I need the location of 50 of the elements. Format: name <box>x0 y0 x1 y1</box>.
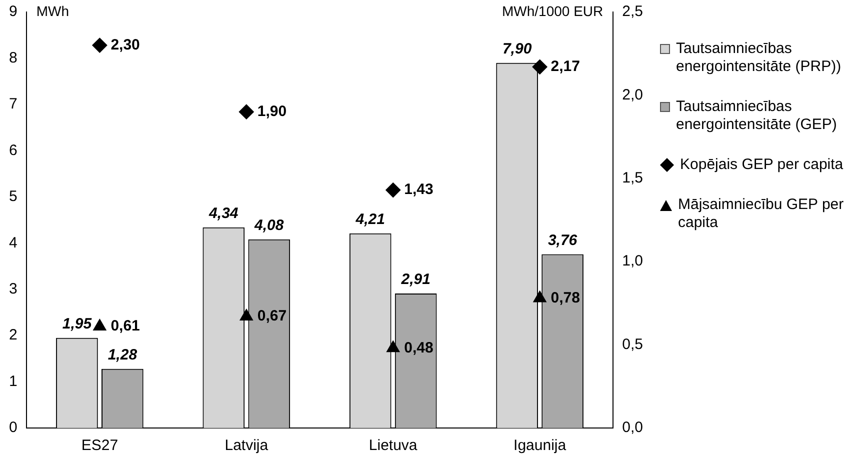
y2-tick-label: 2,5 <box>622 3 644 20</box>
data-label: 0,67 <box>257 308 287 325</box>
y-tick-label: 6 <box>9 142 18 159</box>
y2-tick-label: 0,0 <box>622 419 644 436</box>
data-label: 2,30 <box>110 36 140 54</box>
x-tick-label: Lietuva <box>368 437 418 454</box>
y2-tick-label: 0,5 <box>622 336 644 353</box>
legend-label: Tautsaimniecības energointensitāte (GEP) <box>676 98 838 134</box>
point <box>92 38 108 53</box>
data-label: 1,95 <box>62 316 92 333</box>
y-tick-label: 2 <box>9 326 18 344</box>
data-label: 1,28 <box>108 346 138 364</box>
legend-label: Tautsaimniecības energointensitāte (PRP)) <box>676 40 842 76</box>
x-tick-label: ES27 <box>81 437 118 454</box>
x-tick-label: Igaunija <box>514 437 567 454</box>
y2-tick-label: 1,5 <box>622 170 644 187</box>
point <box>93 318 106 330</box>
y-axis-title: MWh <box>36 2 70 19</box>
legend-label: Kopējais GEP per capita <box>680 156 844 174</box>
data-label: 4,08 <box>254 217 284 234</box>
data-label: 2,17 <box>550 58 580 76</box>
data-label: 7,90 <box>502 40 532 58</box>
data-label: 1,43 <box>404 181 434 198</box>
data-label: 0,61 <box>110 318 140 335</box>
y-tick-label: 5 <box>9 188 18 206</box>
point <box>240 309 253 321</box>
y2-axis-title: MWh/1000 EUR <box>502 2 604 19</box>
y-tick-label: 8 <box>9 49 18 66</box>
data-label: 1,90 <box>257 102 287 120</box>
y-tick-label: 9 <box>9 3 18 20</box>
point <box>386 182 401 198</box>
y-tick-label: 1 <box>9 372 18 390</box>
y-tick-label: 7 <box>9 96 18 113</box>
point <box>238 104 254 120</box>
y-tick-label: 0 <box>9 419 18 436</box>
legend-label: Mājsaimniecību GEP per capita <box>678 196 845 232</box>
y-tick-label: 3 <box>9 280 18 298</box>
point <box>386 340 400 352</box>
data-label: 0,78 <box>550 289 580 306</box>
x-tick-label: Latvija <box>224 437 269 454</box>
data-label: 3,76 <box>548 232 578 249</box>
data-label: 4,34 <box>208 205 239 222</box>
y-tick-label: 4 <box>9 234 18 252</box>
point <box>532 59 548 74</box>
y2-tick-label: 2,0 <box>622 86 644 104</box>
point <box>533 290 546 302</box>
y2-tick-label: 1,0 <box>622 252 644 270</box>
data-label: 4,21 <box>354 211 385 228</box>
data-label: 2,91 <box>400 271 430 288</box>
data-label: 0,48 <box>404 339 434 356</box>
